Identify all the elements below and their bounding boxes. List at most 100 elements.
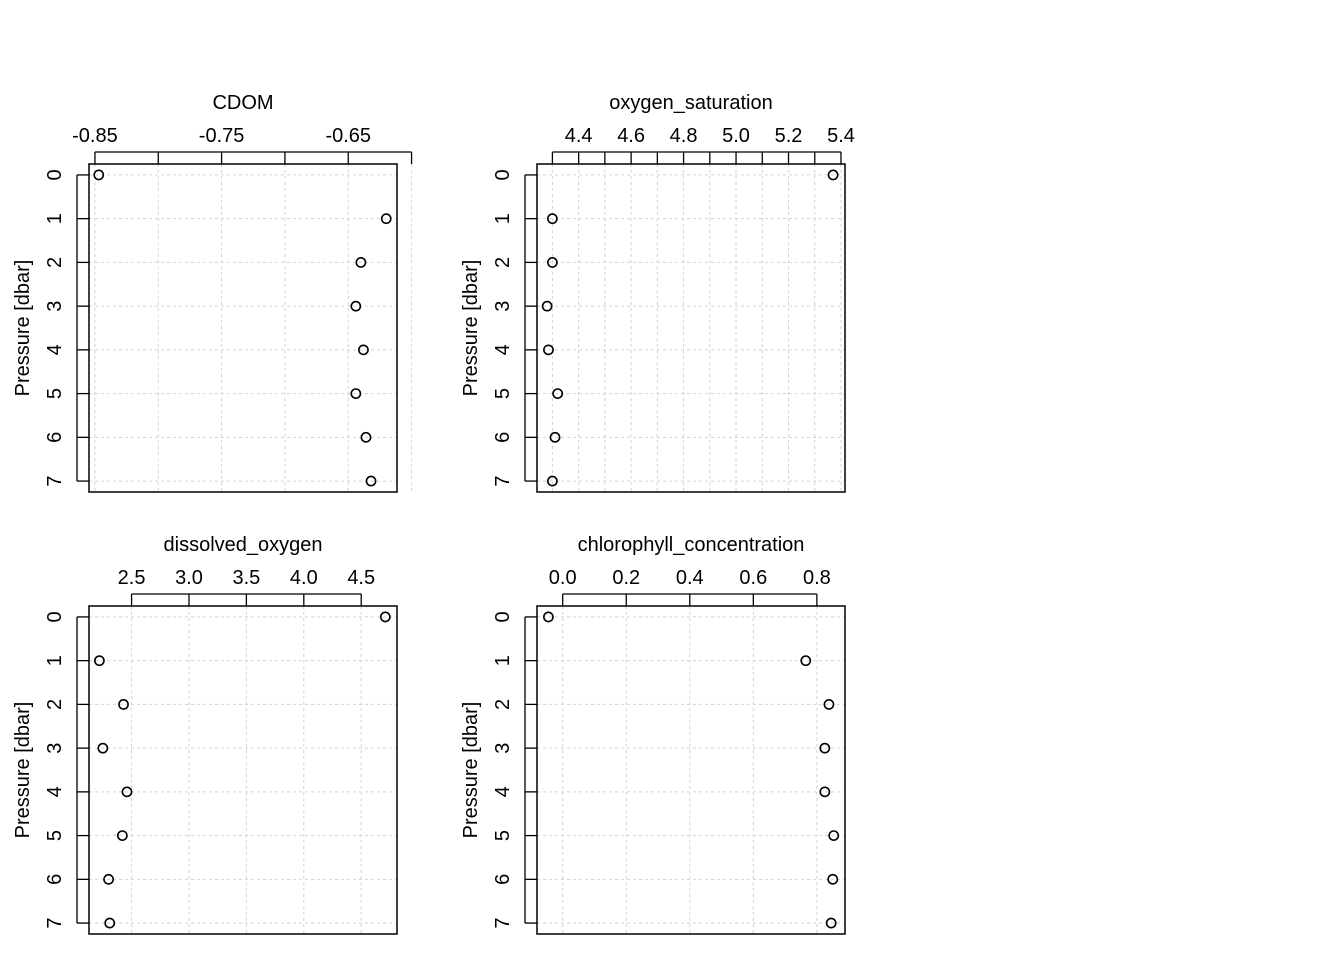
data-point bbox=[118, 699, 129, 710]
y-tick-label: 7 bbox=[44, 918, 66, 929]
x-tick-label: 4.0 bbox=[290, 567, 318, 589]
data-point bbox=[547, 256, 558, 268]
y-axis-label: Pressure [dbar] bbox=[12, 260, 34, 397]
data-point bbox=[365, 475, 377, 487]
y-tick-label: 2 bbox=[44, 257, 66, 268]
data-point bbox=[549, 431, 561, 443]
y-tick-label: 4 bbox=[492, 344, 514, 355]
data-point bbox=[552, 388, 564, 399]
x-tick-label: 4.8 bbox=[670, 125, 698, 147]
x-tick-label: 2.5 bbox=[118, 567, 146, 589]
x-tick-label: 4.4 bbox=[565, 125, 593, 147]
plot-frame bbox=[88, 163, 398, 493]
plot-frame bbox=[88, 605, 398, 935]
y-tick-label: 5 bbox=[44, 830, 66, 841]
y-tick-label: 2 bbox=[492, 257, 514, 268]
data-point bbox=[358, 344, 369, 356]
panel-3: 2.5 3.0 3.5 4.0 4.5 0 1 2 3 4 5 6 7 dissolved_oxygen P… bbox=[12, 534, 398, 935]
data-point bbox=[104, 917, 116, 929]
panel-title: oxygen_saturation bbox=[609, 92, 772, 114]
x-tick-label: 0.8 bbox=[803, 567, 831, 589]
y-tick-label: 3 bbox=[44, 301, 66, 312]
y-tick-label: 2 bbox=[44, 699, 66, 710]
y-tick-label: 4 bbox=[492, 786, 514, 797]
plot-frame bbox=[536, 163, 846, 493]
data-point bbox=[827, 169, 839, 181]
y-tick-label: 3 bbox=[44, 743, 66, 754]
data-point bbox=[543, 611, 554, 623]
data-point bbox=[97, 742, 109, 754]
y-tick-label: 1 bbox=[44, 213, 66, 224]
data-point bbox=[121, 786, 133, 798]
data-point bbox=[547, 213, 558, 225]
y-tick-label: 6 bbox=[44, 874, 66, 885]
data-point bbox=[94, 655, 105, 667]
y-tick-label: 3 bbox=[492, 743, 514, 754]
data-point bbox=[547, 475, 558, 487]
y-tick-label: 0 bbox=[44, 169, 66, 180]
y-tick-label: 7 bbox=[492, 918, 514, 929]
data-point bbox=[350, 300, 362, 312]
y-tick-label: 6 bbox=[492, 874, 514, 885]
x-tick-label: 0.4 bbox=[676, 567, 704, 589]
y-tick-label: 0 bbox=[492, 169, 514, 180]
panel-title: CDOM bbox=[212, 92, 273, 114]
y-tick-label: 1 bbox=[492, 213, 514, 224]
panel-title: dissolved_oxygen bbox=[164, 534, 323, 556]
y-tick-label: 6 bbox=[44, 432, 66, 443]
x-tick-label: 5.2 bbox=[775, 125, 803, 147]
x-tick-label: 0.6 bbox=[739, 567, 767, 589]
data-point bbox=[800, 655, 812, 667]
panel-2: 4.4 4.6 4.8 5.0 5.2 5.4 0 1 2 3 4 5 6 7 oxygen_saturat… bbox=[460, 92, 855, 493]
panel-1: -0.85 -0.75 -0.65 0 1 2 3 4 5 6 7 CDOM Pressure [dba… bbox=[12, 92, 413, 493]
y-tick-label: 7 bbox=[44, 476, 66, 487]
data-point bbox=[819, 742, 831, 754]
panel-4: 0.0 0.2 0.4 0.6 0.8 0 1 2 3 4 5 6 7 chlorophyll_conce… bbox=[460, 534, 846, 935]
y-tick-label: 0 bbox=[492, 611, 514, 622]
x-tick-label: 3.5 bbox=[232, 567, 260, 589]
y-tick-label: 1 bbox=[44, 655, 66, 666]
x-tick-label: 3.0 bbox=[175, 567, 203, 589]
data-point bbox=[116, 830, 128, 841]
x-tick-label: 0.0 bbox=[549, 567, 577, 589]
x-tick-label: -0.85 bbox=[72, 125, 118, 147]
x-tick-label: 4.6 bbox=[617, 125, 645, 147]
y-tick-label: 5 bbox=[492, 830, 514, 841]
y-tick-label: 2 bbox=[492, 699, 514, 710]
y-tick-label: 5 bbox=[492, 388, 514, 399]
data-point bbox=[823, 699, 835, 710]
data-point bbox=[360, 431, 372, 443]
y-tick-label: 5 bbox=[44, 388, 66, 399]
y-tick-label: 4 bbox=[44, 786, 66, 797]
x-tick-label: 4.5 bbox=[347, 567, 375, 589]
data-point bbox=[827, 873, 839, 885]
data-point bbox=[379, 611, 391, 623]
data-point bbox=[543, 344, 554, 356]
x-tick-label: 5.0 bbox=[722, 125, 750, 147]
y-tick-label: 3 bbox=[492, 301, 514, 312]
y-tick-label: 4 bbox=[44, 344, 66, 355]
y-axis-label: Pressure [dbar] bbox=[460, 702, 482, 839]
data-point bbox=[380, 213, 392, 225]
y-tick-label: 0 bbox=[44, 611, 66, 622]
data-point bbox=[355, 256, 367, 268]
panel-title: chlorophyll_concentration bbox=[578, 534, 805, 556]
x-tick-label: -0.75 bbox=[199, 125, 245, 147]
data-point bbox=[825, 917, 837, 929]
data-point bbox=[93, 169, 105, 181]
x-tick-label: 5.4 bbox=[827, 125, 855, 147]
y-axis-label: Pressure [dbar] bbox=[460, 260, 482, 397]
plot-frame bbox=[536, 605, 846, 935]
y-tick-label: 6 bbox=[492, 432, 514, 443]
data-point bbox=[819, 786, 831, 798]
x-tick-label: -0.65 bbox=[325, 125, 371, 147]
data-point bbox=[350, 388, 362, 399]
y-tick-label: 1 bbox=[492, 655, 514, 666]
data-point bbox=[828, 830, 840, 841]
y-axis-label: Pressure [dbar] bbox=[12, 702, 34, 839]
data-point bbox=[103, 873, 114, 885]
y-tick-label: 7 bbox=[492, 476, 514, 487]
x-tick-label: 0.2 bbox=[612, 567, 640, 589]
